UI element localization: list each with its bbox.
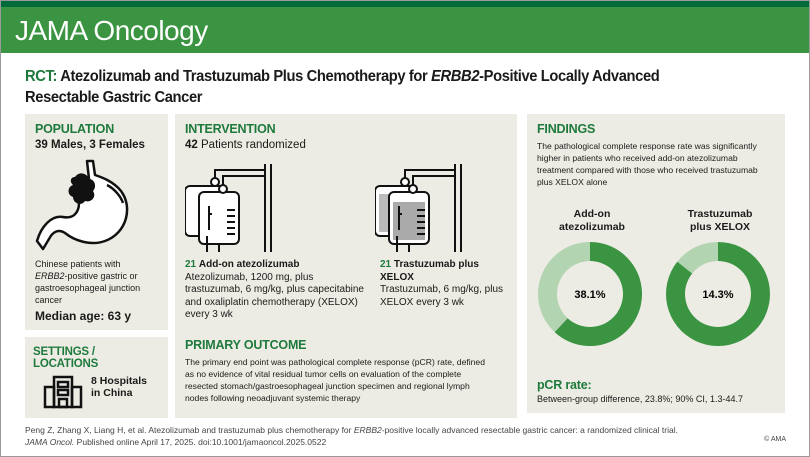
arm-2-name: Trastuzumab plus XELOX [380, 259, 479, 283]
hospital-icon [43, 375, 83, 409]
primary-outcome-text: The primary end point was pathological c… [185, 357, 485, 403]
top-stripe [1, 1, 809, 7]
settings-line2: in China [91, 387, 133, 399]
journal-header: JAMA Oncology [1, 7, 809, 53]
donut-2-label2: plus XELOX [689, 221, 751, 233]
donut-1-value-label: 38.1% [574, 289, 605, 301]
arm-2-text: 21 Trastuzumab plus XELOX Trastuzumab, 6… [380, 259, 510, 309]
citation: Peng Z, Zhang X, Liang H, et al. Atezoli… [25, 424, 678, 448]
findings-text: The pathological complete response rate … [537, 141, 758, 187]
population-heading: POPULATION [35, 122, 115, 136]
findings-heading: FINDINGS [537, 122, 596, 136]
donut-2-segment-main [666, 242, 770, 346]
donut-1-segment-value [538, 242, 590, 333]
title-part1: Atezolizumab and Trastuzumab Plus Chemot… [60, 68, 428, 85]
citation-published: Published online April 17, 2025. doi:10.… [76, 437, 327, 447]
page-title: RCT: Atezolizumab and Trastuzumab Plus C… [25, 66, 709, 108]
intervention-panel: INTERVENTION 42 Patients randomized [175, 114, 517, 330]
settings-panel: SETTINGS / LOCATIONS 8 Hospitals in Chin… [25, 337, 168, 418]
arm-2-n: 21 [380, 259, 392, 270]
title-part2: -Positive Locally Advanced Resectable Ga… [25, 68, 660, 106]
desc-line2: -positive gastric or gastroesophageal ju… [35, 271, 141, 305]
settings-line1: 8 Hospitals [91, 375, 148, 387]
arm-2-desc: Trastuzumab, 6 mg/kg, plus XELOX every 3… [380, 284, 504, 308]
randomized-label: Patients randomized [201, 139, 306, 151]
iv-bag-icon [375, 164, 462, 252]
donut-1-label2: atezolizumab [559, 221, 625, 233]
donut-2-label: Trastuzumab plus XELOX [655, 208, 785, 234]
copyright: © AMA [764, 436, 786, 443]
primary-outcome-panel: PRIMARY OUTCOME The primary end point wa… [175, 330, 517, 418]
arm-1-text: 21 Add-on atezolizumab Atezolizumab, 120… [185, 259, 365, 322]
intervention-heading: INTERVENTION [185, 122, 276, 136]
citation-part2: -positive locally advanced resectable ga… [381, 425, 678, 435]
desc-line1: Chinese patients with [35, 259, 121, 269]
pcr-heading: pCR rate: [537, 378, 592, 392]
pcr-text: Between-group difference, 23.8%; 90% CI,… [537, 394, 743, 404]
arm-1-desc: Atezolizumab, 1200 mg, plus trastuzumab,… [185, 271, 364, 321]
arm-1 [185, 164, 275, 254]
arm-2 [375, 164, 465, 254]
primary-outcome-heading: PRIMARY OUTCOME [185, 338, 307, 352]
citation-part1: Peng Z, Zhang X, Liang H, et al. Atezoli… [25, 425, 352, 435]
journal-name: JAMA Oncology [15, 15, 208, 46]
arm-1-name: Add-on atezolizumab [198, 259, 300, 270]
donut-1-segment-main [554, 242, 642, 346]
donut-2-segment-value [677, 242, 718, 274]
median-age: Median age: 63 y [35, 309, 132, 323]
iv-bag-icon [185, 164, 272, 252]
stomach-tumor-icon [35, 159, 129, 251]
donut-charts: 38.1% 14.3% [538, 242, 770, 346]
randomized: 42 Patients randomized [185, 139, 507, 151]
donut-2-label1: Trastuzumab [687, 208, 753, 220]
population-sex: 39 Males, 3 Females [35, 139, 145, 151]
donut-1-label1: Add-on [573, 208, 611, 220]
donut-2-value-label: 14.3% [702, 289, 733, 301]
title-gene: ERBB2 [431, 68, 480, 85]
desc-gene: ERBB2 [35, 271, 65, 281]
arm-1-n: 21 [185, 259, 197, 270]
population-description: Chinese patients with ERBB2-positive gas… [35, 258, 158, 306]
title-prefix: RCT: [25, 68, 58, 85]
population-panel: POPULATION 39 Males, 3 Females Chinese p… [25, 114, 168, 330]
citation-journal: JAMA Oncol. [25, 437, 75, 447]
settings-heading: SETTINGS / LOCATIONS [33, 346, 99, 370]
randomized-n: 42 [185, 139, 198, 151]
donut-1-label: Add-on atezolizumab [527, 208, 657, 234]
findings-panel: FINDINGS The pathological complete respo… [527, 114, 785, 413]
citation-gene: ERBB2 [353, 425, 382, 435]
